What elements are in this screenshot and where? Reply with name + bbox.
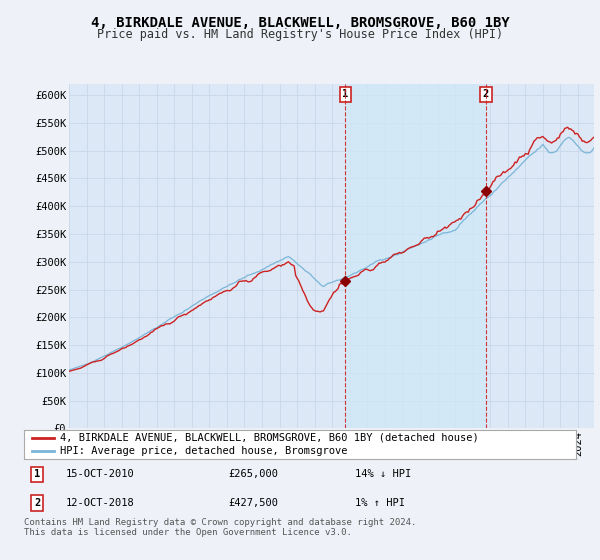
Text: 1% ↑ HPI: 1% ↑ HPI: [355, 498, 405, 508]
Text: 15-OCT-2010: 15-OCT-2010: [65, 469, 134, 479]
Text: 4, BIRKDALE AVENUE, BLACKWELL, BROMSGROVE, B60 1BY (detached house): 4, BIRKDALE AVENUE, BLACKWELL, BROMSGROV…: [60, 432, 479, 442]
Text: £427,500: £427,500: [228, 498, 278, 508]
Bar: [346, 84, 486, 428]
Text: 4, BIRKDALE AVENUE, BLACKWELL, BROMSGROVE, B60 1BY: 4, BIRKDALE AVENUE, BLACKWELL, BROMSGROV…: [91, 16, 509, 30]
Text: 2: 2: [34, 498, 40, 508]
Text: HPI: Average price, detached house, Bromsgrove: HPI: Average price, detached house, Brom…: [60, 446, 347, 456]
Text: £265,000: £265,000: [228, 469, 278, 479]
Text: 1: 1: [342, 90, 349, 99]
Text: 14% ↓ HPI: 14% ↓ HPI: [355, 469, 412, 479]
Text: Price paid vs. HM Land Registry's House Price Index (HPI): Price paid vs. HM Land Registry's House …: [97, 28, 503, 41]
Text: 2: 2: [482, 90, 489, 99]
Text: 12-OCT-2018: 12-OCT-2018: [65, 498, 134, 508]
Text: Contains HM Land Registry data © Crown copyright and database right 2024.
This d: Contains HM Land Registry data © Crown c…: [24, 518, 416, 538]
Text: 1: 1: [34, 469, 40, 479]
